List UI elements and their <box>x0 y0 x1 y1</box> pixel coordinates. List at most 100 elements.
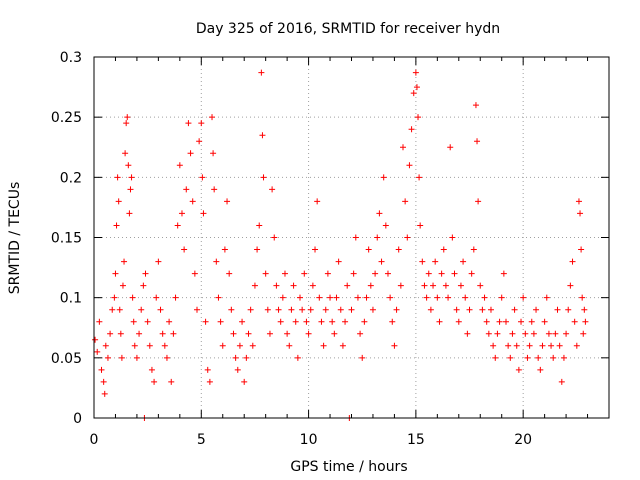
data-point <box>290 282 297 289</box>
y-tick-label: 0 <box>73 411 82 427</box>
data-point <box>230 330 237 337</box>
data-point <box>415 114 422 121</box>
data-point <box>425 270 432 277</box>
data-point <box>384 270 391 277</box>
x-tick-label: 20 <box>514 432 532 448</box>
data-point <box>578 246 585 253</box>
data-point <box>434 294 441 301</box>
data-point <box>335 258 342 265</box>
data-point <box>530 330 537 337</box>
data-point <box>318 318 325 325</box>
data-point <box>305 330 312 337</box>
data-point <box>528 318 535 325</box>
data-point <box>264 306 271 313</box>
data-point <box>350 270 357 277</box>
data-point <box>128 174 135 181</box>
data-point <box>126 210 133 217</box>
data-point <box>563 330 570 337</box>
x-tick-labels: 0 5 10 15 20 <box>90 432 533 448</box>
data-point <box>378 258 385 265</box>
data-point <box>567 282 574 289</box>
data-point <box>224 198 231 205</box>
y-tick-label: 0.3 <box>60 50 82 66</box>
data-point <box>202 318 209 325</box>
data-point <box>124 114 131 121</box>
data-point <box>447 144 454 151</box>
data-point <box>483 318 490 325</box>
data-point <box>247 306 254 313</box>
data-point <box>427 306 434 313</box>
data-point <box>113 222 120 229</box>
data-point <box>554 306 561 313</box>
data-point <box>573 342 580 349</box>
data-point <box>556 342 563 349</box>
data-point <box>445 294 452 301</box>
data-point <box>477 282 484 289</box>
data-point <box>303 318 310 325</box>
data-point <box>142 270 149 277</box>
data-point <box>118 354 125 361</box>
data-point <box>565 306 572 313</box>
data-point <box>181 246 188 253</box>
data-point <box>372 270 379 277</box>
data-point <box>416 174 423 181</box>
data-point <box>333 294 340 301</box>
data-point <box>577 210 584 217</box>
data-point <box>312 246 319 253</box>
data-point <box>539 342 546 349</box>
data-point <box>581 306 588 313</box>
data-point <box>511 306 518 313</box>
data-point <box>183 186 190 193</box>
data-point <box>380 174 387 181</box>
data-points <box>92 69 589 421</box>
data-point <box>462 294 469 301</box>
data-point <box>138 306 145 313</box>
data-point <box>299 306 306 313</box>
data-point <box>342 318 349 325</box>
data-point <box>430 282 437 289</box>
data-point <box>352 234 359 241</box>
data-point <box>455 318 462 325</box>
data-point <box>518 318 525 325</box>
data-point <box>146 342 153 349</box>
data-point <box>432 258 439 265</box>
data-point <box>466 306 473 313</box>
data-point <box>157 306 164 313</box>
data-point <box>571 318 578 325</box>
data-point <box>421 282 428 289</box>
x-tick-label: 10 <box>300 432 318 448</box>
data-point <box>464 330 471 337</box>
data-point <box>213 258 220 265</box>
data-point <box>153 294 160 301</box>
data-point <box>129 294 136 301</box>
data-point <box>104 354 111 361</box>
data-point <box>249 342 256 349</box>
data-point <box>286 342 293 349</box>
data-point <box>206 378 213 385</box>
data-point <box>170 330 177 337</box>
data-point <box>92 336 99 343</box>
data-point <box>329 318 336 325</box>
data-point <box>294 354 301 361</box>
data-point <box>393 306 400 313</box>
data-point <box>374 234 381 241</box>
data-point <box>256 222 263 229</box>
data-point <box>337 306 344 313</box>
data-point <box>148 366 155 373</box>
data-point <box>127 186 134 193</box>
plot-frame <box>93 56 610 419</box>
data-point <box>560 354 567 361</box>
data-point <box>151 378 158 385</box>
data-point <box>258 69 265 76</box>
data-point <box>198 120 205 127</box>
data-point <box>210 150 217 157</box>
data-point <box>112 270 119 277</box>
data-point <box>524 354 531 361</box>
data-point <box>526 342 533 349</box>
data-point <box>449 234 456 241</box>
data-point <box>376 210 383 217</box>
data-point <box>269 186 276 193</box>
data-point <box>344 282 351 289</box>
data-point <box>209 114 216 121</box>
data-point <box>442 282 449 289</box>
